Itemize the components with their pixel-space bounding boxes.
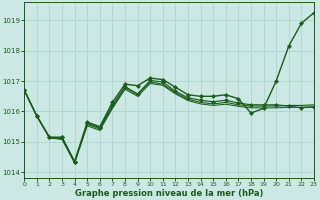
X-axis label: Graphe pression niveau de la mer (hPa): Graphe pression niveau de la mer (hPa) [75,189,263,198]
